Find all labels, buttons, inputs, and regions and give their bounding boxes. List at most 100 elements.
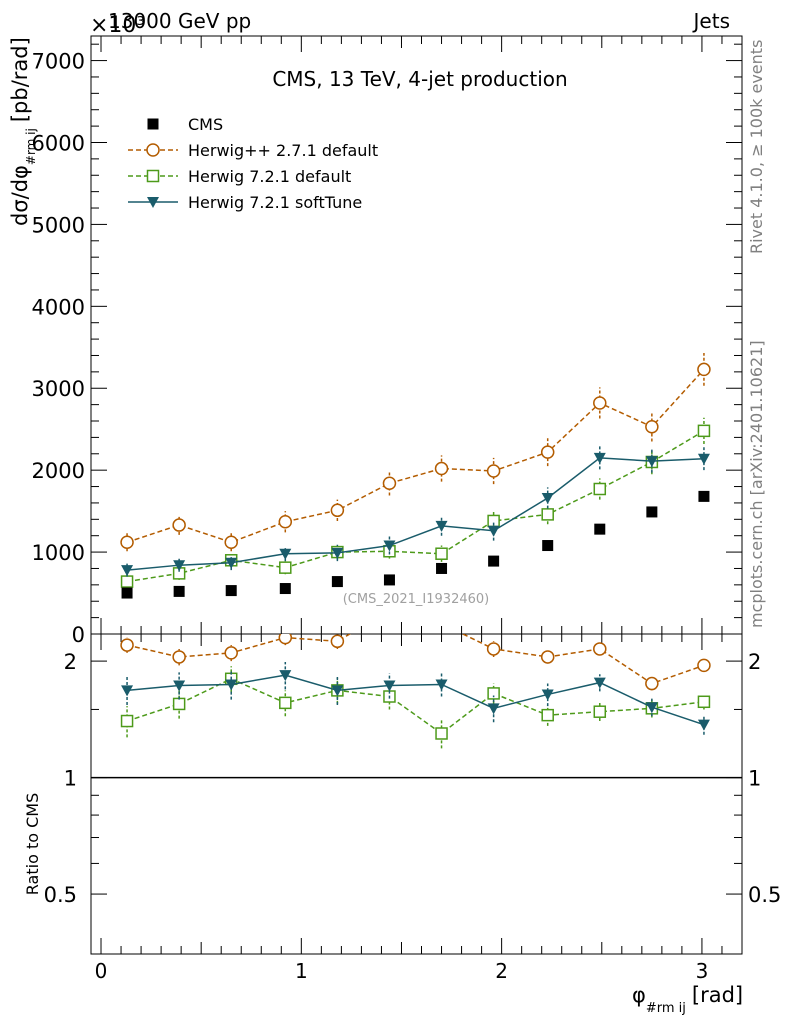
ratio-tick-label-left: 1 — [64, 767, 77, 791]
ratio-point-herwig-2-7-1-default — [172, 650, 186, 664]
legend-label-herwig-7-2-1-softtune: Herwig 7.2.1 softTune — [188, 193, 362, 212]
point-herwig-7-2-1-softtune — [697, 453, 710, 465]
x-tick-label: 3 — [696, 959, 709, 983]
point-herwig-7-2-1-softtune — [279, 548, 292, 560]
point-herwig-7-2-1-default — [279, 561, 292, 574]
y-label-unit: [pb/rad] — [8, 37, 32, 122]
ratio-point-herwig-7-2-1-default — [593, 705, 607, 718]
ratio-point-herwig-7-2-1-softtune — [487, 703, 500, 715]
y-tick-label: 7000 — [32, 50, 85, 74]
svg-text:dσ/dφ#rm ij[pb/rad]: dσ/dφ#rm ij [pb/rad] — [8, 37, 38, 226]
ratio-point-herwig-7-2-1-softtune — [435, 679, 448, 691]
x-tick-label: 2 — [495, 959, 508, 983]
ratio-point-herwig-7-2-1-softtune — [697, 719, 710, 731]
point-cms — [436, 562, 448, 574]
ratio-point-herwig-7-2-1-default — [541, 708, 554, 722]
ratio-point-herwig-7-2-1-softtune — [225, 679, 238, 691]
ratio-point-herwig-7-2-1-default — [120, 714, 134, 728]
y-label-sub: #rm ij — [24, 128, 38, 165]
series-line-herwig-2-7-1-default — [126, 368, 705, 544]
ratio-point-herwig-7-2-1-softtune — [121, 685, 134, 697]
point-herwig-7-2-1-softtune — [541, 493, 554, 505]
y-tick-label: 6000 — [32, 131, 85, 155]
x-label-unit: [rad] — [692, 983, 743, 1007]
ratio-point-herwig-2-7-1-default — [224, 646, 238, 660]
header-left: 13000 GeV pp — [108, 9, 251, 33]
header-right: Jets — [692, 9, 730, 33]
legend-label-herwig-7-2-1-default: Herwig 7.2.1 default — [188, 167, 351, 186]
ratio-point-herwig-2-7-1-default — [697, 658, 711, 673]
legend-marker-herwig-7-2-1-softtune — [147, 197, 159, 208]
point-cms — [225, 585, 237, 597]
point-cms — [173, 585, 185, 597]
y-tick-label: 0 — [72, 623, 85, 647]
ratio-panel-series — [120, 634, 711, 749]
ratio-tick-label-right: 2 — [748, 650, 761, 674]
y-tick-label: 2000 — [32, 459, 85, 483]
legend-label-cms: CMS — [188, 115, 223, 134]
point-herwig-7-2-1-default — [120, 575, 134, 588]
point-cms — [542, 540, 554, 552]
point-herwig-2-7-1-default — [645, 419, 659, 434]
x-axis-label: φ#rm ij [rad] — [632, 983, 743, 1016]
ratio-tick-label-left: 0.5 — [44, 883, 77, 907]
point-herwig-7-2-1-softtune — [593, 452, 606, 464]
point-herwig-2-7-1-default — [486, 464, 501, 478]
legend: CMS Herwig++ 2.7.1 default Herwig 7.2.1 de… — [128, 115, 378, 212]
point-cms — [279, 583, 291, 595]
point-herwig-2-7-1-default — [330, 503, 345, 518]
ratio-point-herwig-2-7-1-default — [593, 642, 607, 656]
point-herwig-7-2-1-softtune — [383, 540, 396, 552]
point-herwig-7-2-1-softtune — [173, 560, 186, 572]
rivet-label: Rivet 4.1.0, ≥ 100k events — [747, 40, 766, 254]
ratio-point-herwig-7-2-1-default — [435, 727, 448, 740]
point-herwig-7-2-1-default — [435, 547, 448, 560]
point-cms — [646, 506, 658, 518]
point-cms — [594, 523, 606, 535]
x-label-text: φ — [632, 983, 646, 1007]
chart-title: CMS, 13 TeV, 4-jet production — [272, 67, 567, 91]
ratio-tick-label-right: 1 — [748, 767, 761, 791]
y-tick-label: 3000 — [32, 377, 85, 401]
point-herwig-7-2-1-default — [697, 424, 711, 438]
ratio-tick-label-left: 2 — [64, 650, 77, 674]
point-herwig-7-2-1-softtune — [487, 525, 500, 537]
point-herwig-2-7-1-default — [382, 476, 397, 491]
point-herwig-7-2-1-softtune — [645, 456, 658, 468]
point-herwig-7-2-1-softtune — [331, 547, 344, 559]
point-herwig-2-7-1-default — [172, 518, 186, 532]
series-layer — [120, 353, 711, 749]
y-tick-label: 5000 — [32, 213, 85, 237]
ratio-plot-frame — [90, 633, 743, 955]
point-herwig-7-2-1-softtune — [225, 557, 238, 569]
ratio-point-herwig-7-2-1-softtune — [541, 689, 554, 701]
point-herwig-7-2-1-softtune — [435, 520, 448, 532]
ratio-point-herwig-7-2-1-softtune — [279, 670, 292, 682]
legend-marker-herwig-7-2-1-default — [146, 169, 160, 183]
x-tick-label: 1 — [295, 959, 308, 983]
main-panel-series — [120, 353, 711, 599]
point-cms — [488, 555, 500, 567]
ratio-point-herwig-2-7-1-default — [120, 638, 134, 652]
axes-layer: 0 1000 2000 3000 4000 5000 6000 7000 0 1 2 3 0.5 0.5 1… — [32, 36, 781, 983]
ratio-point-herwig-7-2-1-softtune — [645, 702, 658, 714]
watermark: (CMS_2021_I1932460) — [343, 592, 490, 607]
ratio-point-herwig-2-7-1-default — [540, 650, 555, 664]
ratio-point-herwig-2-7-1-default — [330, 634, 345, 649]
point-cms — [383, 574, 395, 586]
x-label-sub: #rm ij — [646, 1001, 686, 1016]
y-axis-label-main: dσ/dφ#rm ij [pb/rad] — [8, 37, 38, 226]
series-line-herwig-7-2-1-default — [126, 430, 705, 583]
legend-marker-herwig-2-7-1-default — [146, 143, 160, 157]
legend-label-herwig-2-7-1-default: Herwig++ 2.7.1 default — [188, 141, 378, 160]
point-herwig-2-7-1-default — [540, 445, 555, 459]
header-exponent: ×10³ — [90, 13, 145, 38]
x-tick-label: 0 — [95, 959, 108, 983]
y-tick-label: 4000 — [32, 295, 85, 319]
point-herwig-2-7-1-default — [120, 535, 134, 550]
point-herwig-7-2-1-softtune — [121, 565, 134, 577]
svg-text:φ#rm ij[rad]: φ#rm ij [rad] — [632, 983, 743, 1016]
ratio-point-herwig-2-7-1-default — [486, 642, 501, 656]
ratio-line-herwig-7-2-1-softtune — [126, 674, 705, 726]
